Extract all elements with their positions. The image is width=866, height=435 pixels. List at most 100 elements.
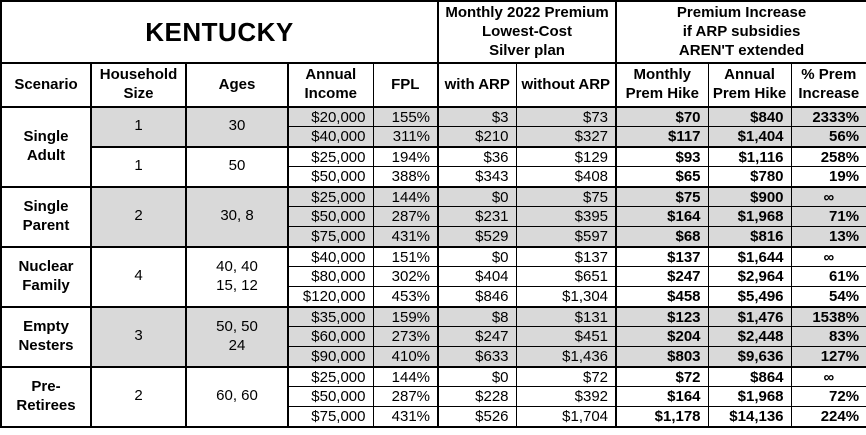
pct-increase-cell: ∞: [790, 245, 866, 268]
income-cell: $20,000: [287, 105, 374, 128]
col-header-scenario: Scenario: [0, 62, 92, 108]
income-cell: $40,000: [287, 126, 374, 148]
col-header-ages: Ages: [185, 62, 289, 108]
fpl-cell: 287%: [372, 206, 439, 228]
without-arp-cell: $129: [515, 145, 617, 168]
monthly-hike-cell: $75: [615, 185, 709, 208]
income-cell: $60,000: [287, 326, 374, 348]
income-cell: $25,000: [287, 365, 374, 388]
income-cell: $90,000: [287, 346, 374, 368]
household-size-cell: 3: [90, 305, 187, 368]
pct-increase-cell: ∞: [790, 185, 866, 208]
col-header-without-arp: without ARP: [515, 62, 617, 108]
fpl-cell: 144%: [372, 185, 439, 208]
monthly-hike-cell: $803: [615, 346, 709, 368]
annual-hike-cell: $816: [707, 226, 792, 248]
with-arp-cell: $228: [437, 386, 517, 408]
monthly-hike-cell: $93: [615, 145, 709, 168]
without-arp-cell: $392: [515, 386, 617, 408]
fpl-cell: 410%: [372, 346, 439, 368]
col-header-fpl: FPL: [372, 62, 439, 108]
income-cell: $120,000: [287, 286, 374, 308]
table-row: $90,000 410% $633 $1,436 $803 $9,636 127…: [1, 346, 866, 368]
scenario-cell: Empty Nesters: [0, 305, 92, 368]
monthly-hike-cell: $117: [615, 126, 709, 148]
pct-increase-cell: ∞: [790, 365, 866, 388]
with-arp-cell: $404: [437, 266, 517, 288]
col-header-pct-prem-increase: % Prem Increase: [790, 62, 866, 108]
fpl-cell: 144%: [372, 365, 439, 388]
monthly-hike-cell: $204: [615, 326, 709, 348]
annual-hike-cell: $1,404: [707, 126, 792, 148]
monthly-hike-cell: $123: [615, 305, 709, 328]
pct-increase-cell: 258%: [790, 145, 866, 168]
monthly-hike-cell: $164: [615, 386, 709, 408]
income-cell: $25,000: [287, 145, 374, 168]
pct-increase-cell: 71%: [790, 206, 866, 228]
with-arp-cell: $633: [437, 346, 517, 368]
without-arp-cell: $131: [515, 305, 617, 328]
annual-hike-cell: $864: [707, 365, 792, 388]
pct-increase-cell: 54%: [790, 286, 866, 308]
without-arp-cell: $137: [515, 245, 617, 268]
pct-increase-cell: 2333%: [790, 105, 866, 128]
monthly-hike-cell: $247: [615, 266, 709, 288]
annual-hike-cell: $1,644: [707, 245, 792, 268]
table-row: $40,000 311% $210 $327 $117 $1,404 56%: [1, 126, 866, 148]
without-arp-cell: $1,436: [515, 346, 617, 368]
monthly-hike-cell: $137: [615, 245, 709, 268]
pct-increase-cell: 127%: [790, 346, 866, 368]
scenario-cell: Nuclear Family: [0, 245, 92, 308]
fpl-cell: 159%: [372, 305, 439, 328]
income-cell: $40,000: [287, 245, 374, 268]
scenario-cell: Pre- Retirees: [0, 365, 92, 428]
income-cell: $75,000: [287, 406, 374, 428]
monthly-hike-cell: $70: [615, 105, 709, 128]
monthly-hike-cell: $65: [615, 166, 709, 188]
income-cell: $50,000: [287, 166, 374, 188]
income-cell: $25,000: [287, 185, 374, 208]
ages-cell: 50: [185, 145, 289, 188]
table-title: KENTUCKY: [0, 0, 439, 64]
fpl-cell: 151%: [372, 245, 439, 268]
annual-hike-cell: $2,964: [707, 266, 792, 288]
pct-increase-cell: 19%: [790, 166, 866, 188]
household-size-cell: 1: [90, 105, 187, 148]
annual-hike-cell: $1,968: [707, 386, 792, 408]
without-arp-cell: $72: [515, 365, 617, 388]
table-row: Empty Nesters 3 50, 50 24 $35,000 159% $…: [0, 305, 866, 368]
col-header-annual-prem-hike: Annual Prem Hike: [707, 62, 792, 108]
table-row: $50,000 388% $343 $408 $65 $780 19%: [1, 166, 866, 188]
fpl-cell: 311%: [372, 126, 439, 148]
pct-increase-cell: 83%: [790, 326, 866, 348]
income-cell: $75,000: [287, 226, 374, 248]
annual-hike-cell: $900: [707, 185, 792, 208]
fpl-cell: 453%: [372, 286, 439, 308]
annual-hike-cell: $14,136: [707, 406, 792, 428]
col-header-annual-income: Annual Income: [287, 62, 374, 108]
table-row: $50,000 287% $228 $392 $164 $1,968 72%: [1, 386, 866, 408]
without-arp-cell: $327: [515, 126, 617, 148]
monthly-hike-cell: $458: [615, 286, 709, 308]
fpl-cell: 194%: [372, 145, 439, 168]
without-arp-cell: $451: [515, 326, 617, 348]
without-arp-cell: $651: [515, 266, 617, 288]
ages-cell: 40, 40 15, 12: [185, 245, 289, 308]
with-arp-cell: $210: [437, 126, 517, 148]
col-header-with-arp: with ARP: [437, 62, 517, 108]
with-arp-cell: $36: [437, 145, 517, 168]
fpl-cell: 431%: [372, 406, 439, 428]
fpl-cell: 388%: [372, 166, 439, 188]
fpl-cell: 273%: [372, 326, 439, 348]
pct-increase-cell: 61%: [790, 266, 866, 288]
annual-hike-cell: $780: [707, 166, 792, 188]
with-arp-cell: $526: [437, 406, 517, 428]
annual-hike-cell: $2,448: [707, 326, 792, 348]
ages-cell: 60, 60: [185, 365, 289, 428]
fpl-cell: 302%: [372, 266, 439, 288]
income-cell: $35,000: [287, 305, 374, 328]
annual-hike-cell: $1,968: [707, 206, 792, 228]
annual-hike-cell: $1,116: [707, 145, 792, 168]
table-row: $60,000 273% $247 $451 $204 $2,448 83%: [1, 326, 866, 348]
monthly-hike-cell: $164: [615, 206, 709, 228]
